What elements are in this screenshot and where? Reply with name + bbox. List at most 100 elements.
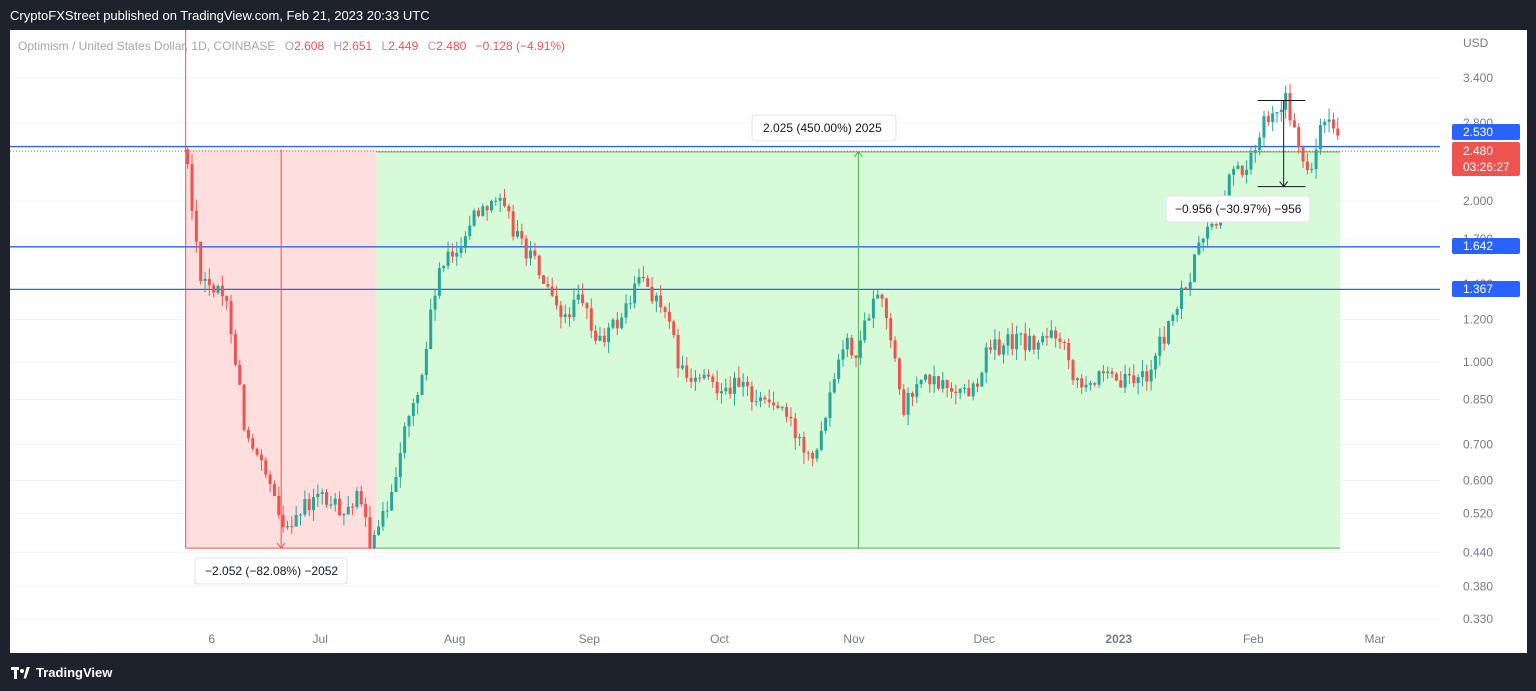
candle-body bbox=[285, 526, 289, 528]
candle-body bbox=[910, 392, 914, 397]
candle-body bbox=[650, 286, 654, 302]
candle-body bbox=[863, 320, 867, 341]
candle-body bbox=[1140, 371, 1144, 378]
candle-body bbox=[281, 515, 285, 528]
candle-body bbox=[1249, 152, 1253, 170]
candle-body bbox=[1127, 373, 1131, 376]
svg-text:−0.956 (−30.97%) −956: −0.956 (−30.97%) −956 bbox=[1175, 202, 1302, 216]
candle-body bbox=[871, 298, 875, 319]
candle-body bbox=[607, 327, 611, 343]
price-tick-label: 0.850 bbox=[1463, 393, 1493, 407]
currency-label: USD bbox=[1463, 36, 1489, 50]
open-value: 2.608 bbox=[294, 39, 324, 53]
candle-body bbox=[542, 275, 546, 284]
candle-body bbox=[641, 276, 645, 279]
candle-body bbox=[333, 498, 337, 505]
candle-body bbox=[1266, 116, 1270, 122]
candle-body bbox=[1184, 287, 1188, 290]
candle-body bbox=[1275, 112, 1279, 114]
level-badge-1367: 1.367 bbox=[1452, 281, 1520, 297]
candle-body bbox=[1175, 308, 1179, 316]
candle-body bbox=[993, 339, 997, 350]
candle-body bbox=[789, 416, 793, 419]
price-tick-label: 0.380 bbox=[1463, 579, 1493, 593]
candle-body bbox=[1071, 360, 1075, 381]
candle-body bbox=[719, 391, 723, 394]
price-tick-label: 0.440 bbox=[1463, 545, 1493, 559]
candle-body bbox=[1262, 116, 1266, 138]
candle-body bbox=[199, 241, 203, 281]
candle-body bbox=[259, 454, 263, 461]
candle-body bbox=[320, 492, 324, 494]
candle-body bbox=[1153, 355, 1157, 370]
candle-body bbox=[893, 340, 897, 359]
candle-body bbox=[507, 206, 511, 212]
candle-body bbox=[672, 321, 676, 336]
candle-body bbox=[485, 206, 489, 211]
candle-body bbox=[715, 381, 719, 394]
candle-body bbox=[220, 285, 224, 297]
footer-bar: TradingView bbox=[0, 656, 1536, 691]
candle-body bbox=[976, 383, 980, 387]
chart-frame[interactable]: 3.4002.8002.0001.7001.4001.2001.0000.850… bbox=[10, 30, 1527, 653]
candle-body bbox=[1080, 378, 1084, 388]
candle-body bbox=[246, 429, 250, 439]
candle-body bbox=[919, 379, 923, 385]
candle-body bbox=[411, 403, 415, 417]
candle-body bbox=[433, 295, 437, 310]
candle-body bbox=[963, 387, 967, 390]
candle-body bbox=[381, 511, 385, 527]
candle-body bbox=[1284, 93, 1288, 110]
candle-body bbox=[824, 418, 828, 431]
pullback-arrowhead bbox=[1279, 181, 1289, 188]
price-axis: 3.4002.8002.0001.7001.4001.2001.0000.850… bbox=[1463, 71, 1493, 626]
candle-body bbox=[884, 298, 888, 319]
candle-body bbox=[437, 268, 441, 296]
time-tick-label: 2023 bbox=[1105, 632, 1132, 646]
candle-body bbox=[832, 379, 836, 393]
measurement-label-pullback: −0.956 (−30.97%) −956 bbox=[1165, 195, 1311, 223]
candle-body bbox=[1171, 315, 1175, 322]
candle-body bbox=[1301, 147, 1305, 162]
candle-body bbox=[1279, 109, 1283, 113]
symbol-legend: Optimism / United States Dollar, 1D, COI… bbox=[18, 39, 565, 53]
candle-body bbox=[207, 278, 211, 286]
level-badge-2530: 2.530 bbox=[1452, 124, 1520, 140]
candle-body bbox=[728, 387, 732, 394]
measurement-label-rally: 2.025 (450.00%) 2025 bbox=[751, 114, 897, 142]
candlestick-chart[interactable]: 3.4002.8002.0001.7001.4001.2001.0000.850… bbox=[10, 30, 1527, 653]
candle-body bbox=[555, 295, 559, 306]
candle-body bbox=[1114, 373, 1118, 381]
candle-body bbox=[290, 526, 294, 528]
candle-body bbox=[516, 231, 519, 237]
candle-body bbox=[1206, 226, 1210, 239]
candle-body bbox=[876, 294, 880, 299]
candle-body bbox=[902, 389, 906, 415]
candle-body bbox=[468, 225, 472, 237]
candle-body bbox=[1119, 380, 1123, 388]
candle-body bbox=[932, 376, 936, 385]
candle-body bbox=[576, 294, 580, 300]
tradingview-brand: TradingView bbox=[36, 665, 113, 680]
candle-body bbox=[472, 210, 476, 226]
price-tick-label: 3.400 bbox=[1463, 71, 1493, 85]
candle-body bbox=[611, 319, 615, 328]
candle-body bbox=[416, 394, 420, 404]
tradingview-logo[interactable]: TradingView bbox=[11, 665, 112, 680]
candle-body bbox=[750, 386, 754, 403]
rally-arrowhead bbox=[853, 151, 863, 158]
candle-body bbox=[693, 377, 697, 382]
candle-body bbox=[958, 389, 962, 394]
candle-body bbox=[711, 376, 715, 382]
candle-body bbox=[338, 498, 342, 516]
candle-body bbox=[446, 251, 450, 266]
svg-text:1.642: 1.642 bbox=[1463, 239, 1493, 253]
candle-body bbox=[615, 319, 619, 329]
time-tick-label: Feb bbox=[1243, 632, 1264, 646]
candle-body bbox=[1327, 119, 1331, 122]
time-tick-label: Oct bbox=[710, 632, 729, 646]
candle-body bbox=[463, 236, 467, 248]
candle-body bbox=[368, 517, 372, 548]
candle-body bbox=[1271, 113, 1275, 122]
candle-body bbox=[1158, 336, 1162, 356]
